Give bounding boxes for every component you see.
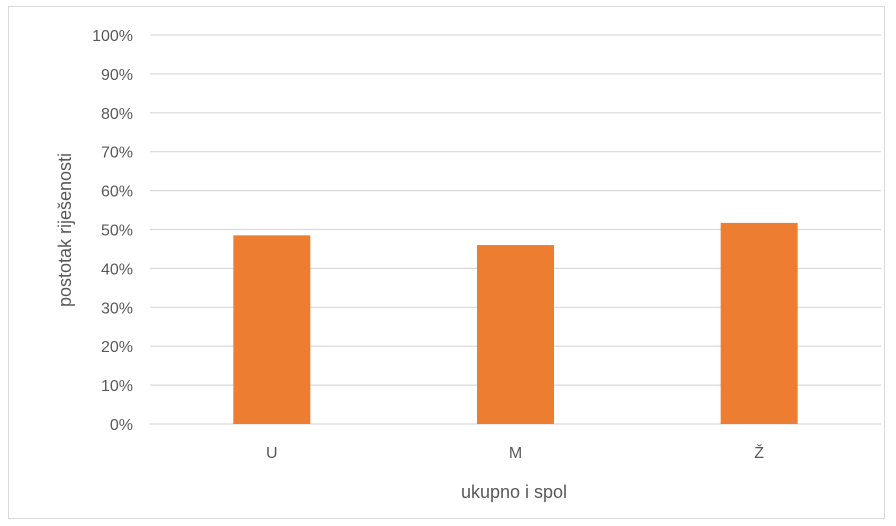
y-tick-label: 50%: [101, 223, 133, 240]
x-tick-label: M: [509, 445, 522, 462]
y-tick-label: 30%: [101, 300, 133, 317]
x-tick-label: Ž: [754, 443, 764, 462]
bar-chart: 0% 10% 20% 30% 40% 50% 60% 70% 80% 90% 100% U M Ž uk…: [55, 28, 881, 502]
bar-2: [477, 245, 554, 424]
y-axis-title: postotak riješenosti: [55, 153, 75, 307]
x-tick-label: U: [266, 445, 278, 462]
y-tick-label: 80%: [101, 106, 133, 123]
chart-frame: 0% 10% 20% 30% 40% 50% 60% 70% 80% 90% 100% U M Ž uk…: [8, 6, 885, 519]
y-tick-label: 10%: [101, 378, 133, 395]
y-tick-label: 100%: [92, 28, 133, 45]
y-tick-label: 70%: [101, 145, 133, 162]
x-axis-title: ukupno i spol: [461, 482, 567, 502]
y-tick-label: 0%: [110, 417, 133, 434]
y-tick-label: 20%: [101, 339, 133, 356]
y-tick-label: 60%: [101, 184, 133, 201]
bar-3: [720, 222, 798, 424]
bars: [233, 222, 798, 424]
bar-1: [233, 235, 311, 424]
y-tick-label: 90%: [101, 67, 133, 84]
y-tick-label: 40%: [101, 261, 133, 278]
y-tick-labels: 0% 10% 20% 30% 40% 50% 60% 70% 80% 90% 100%: [92, 28, 133, 434]
